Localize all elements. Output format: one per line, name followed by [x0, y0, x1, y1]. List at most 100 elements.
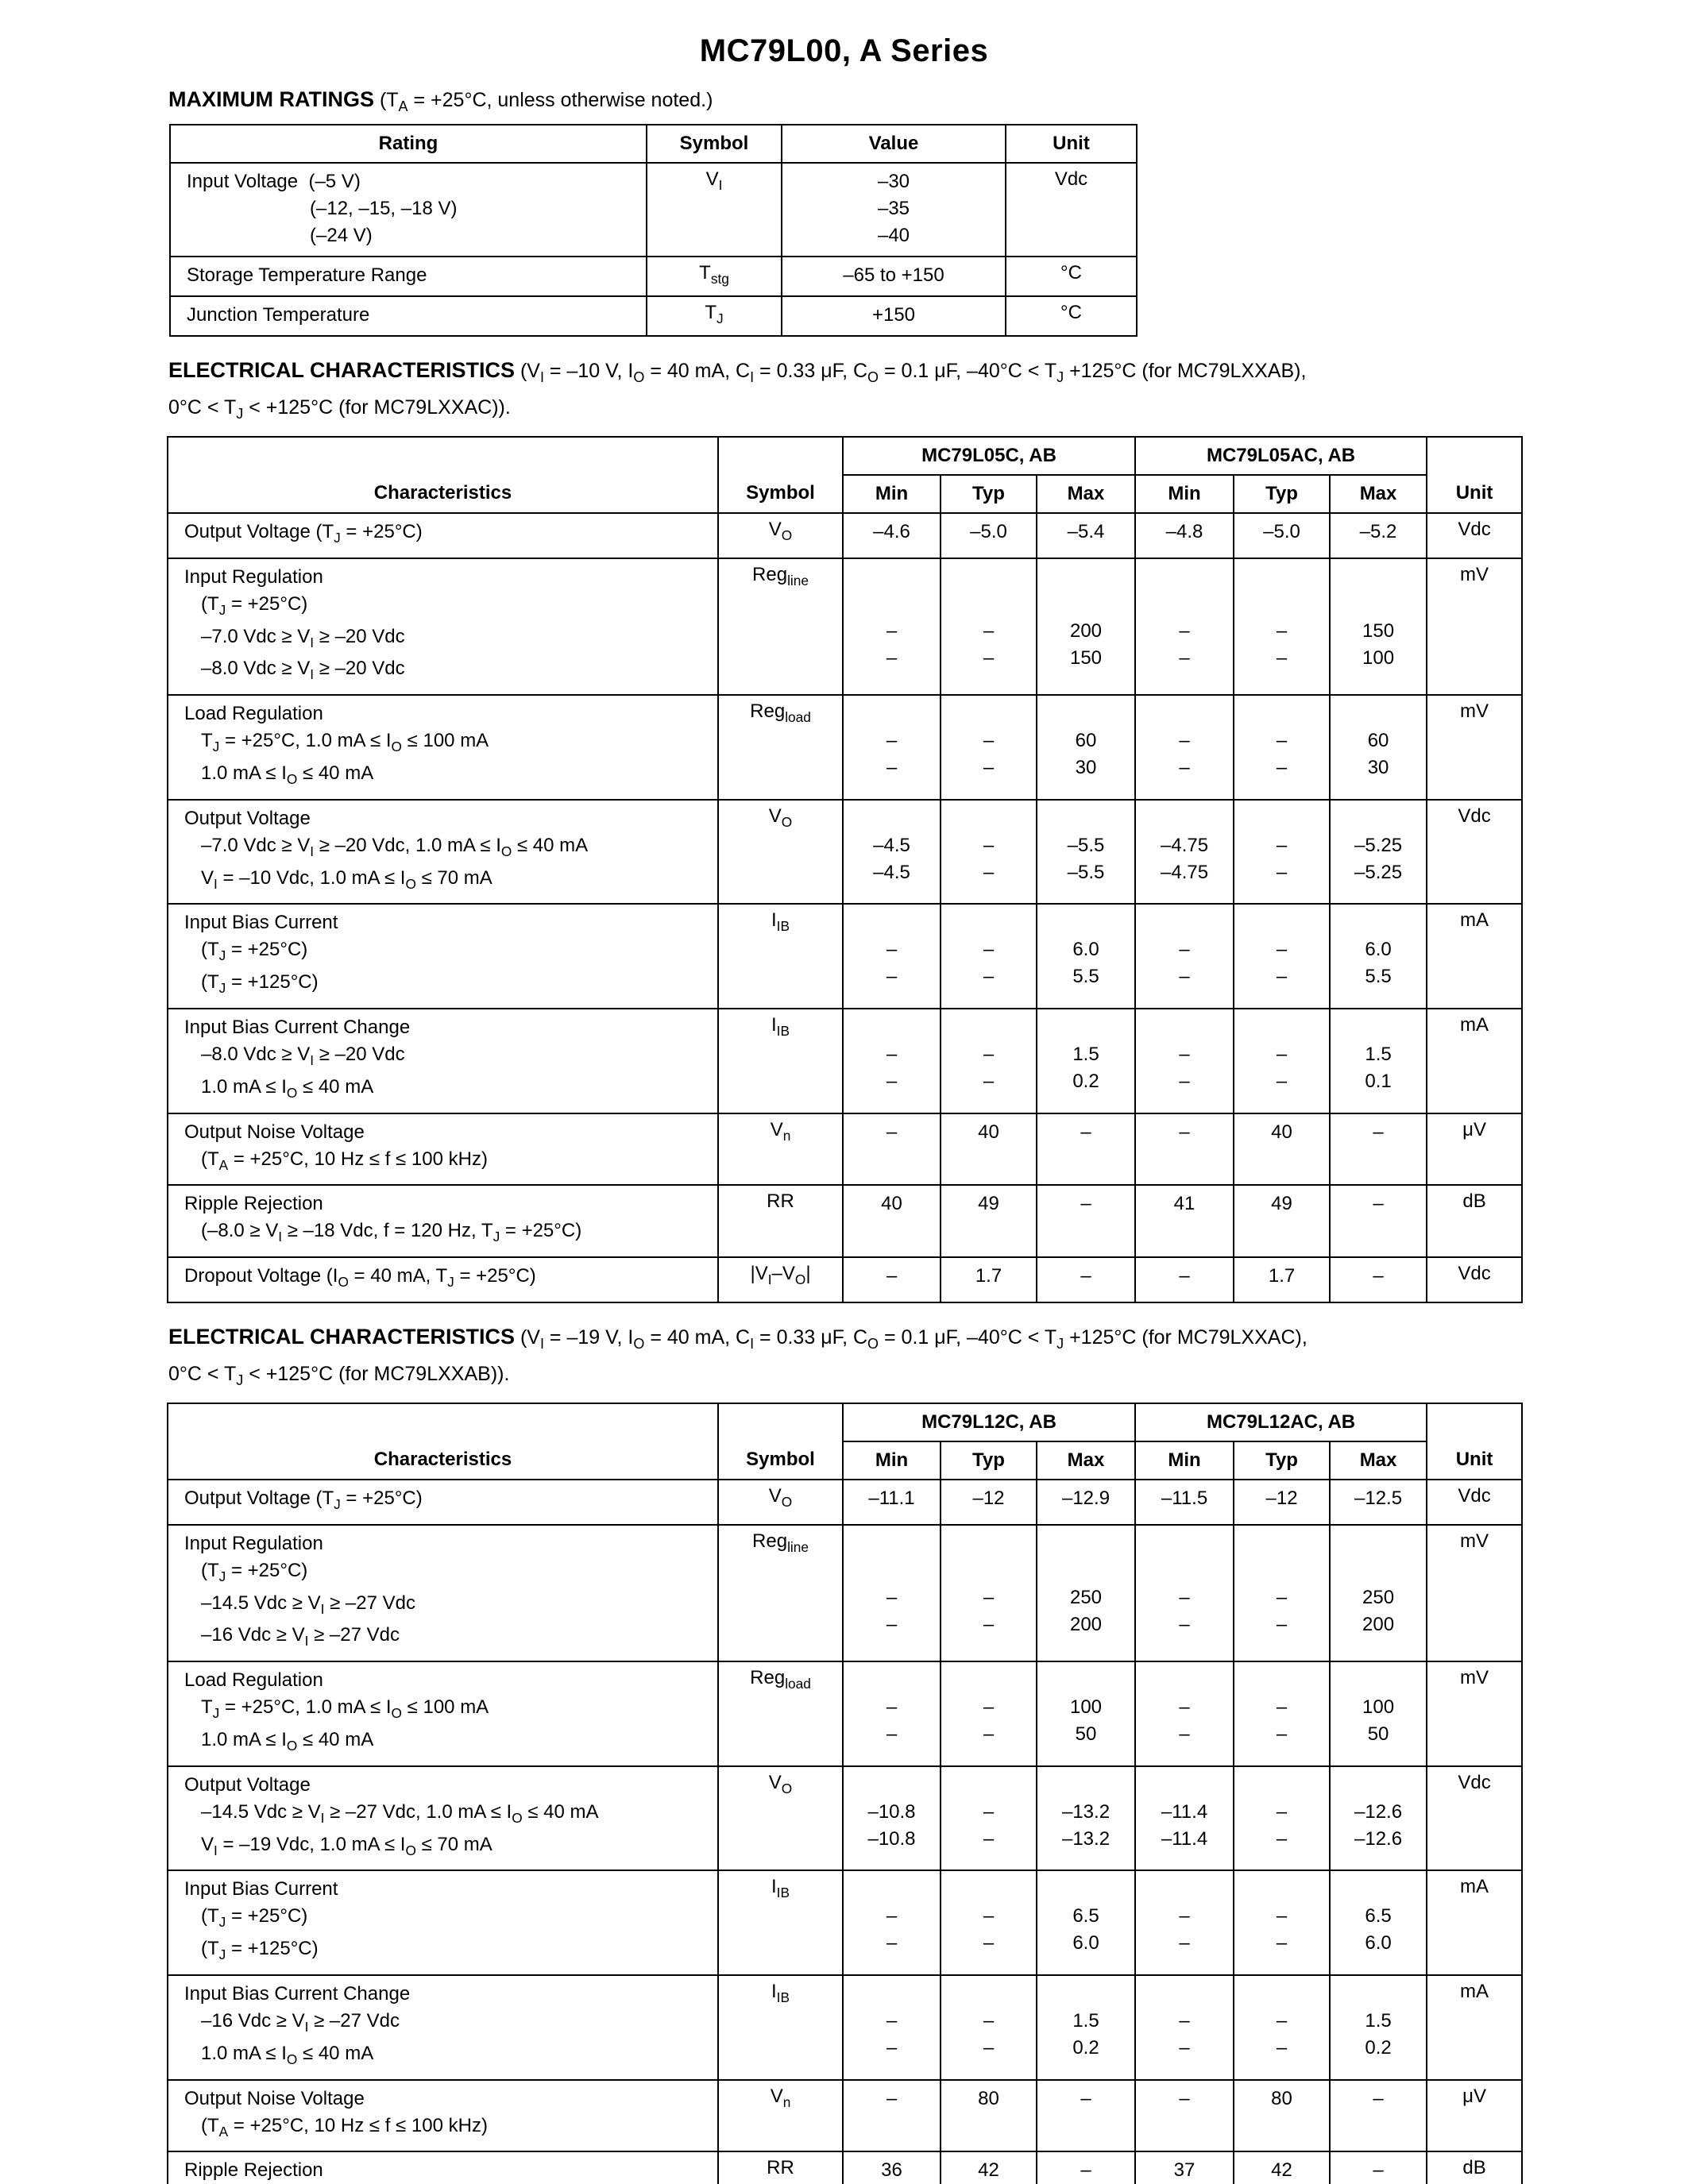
- value-line: 0.2: [1365, 2036, 1392, 2059]
- col-header-min: Min: [1134, 474, 1235, 514]
- value-line: –: [983, 619, 995, 642]
- value-line: –: [1179, 730, 1190, 752]
- unit-cell: mV: [1426, 557, 1524, 696]
- value-line: –: [886, 1070, 898, 1092]
- value-cell: –12: [940, 1478, 1037, 1526]
- value-line: 100: [1362, 1696, 1395, 1719]
- value-line: 30: [1367, 757, 1389, 779]
- value-line: –: [983, 2009, 995, 2032]
- value-line: [850, 1014, 933, 1041]
- characteristic-line: –16 Vdc ≥ VI ≥ –27 Vdc: [201, 2009, 400, 2035]
- rating-line: Junction Temperature: [187, 304, 370, 326]
- value-cell: –: [842, 1112, 941, 1187]
- page-title: MC79L00, A Series: [699, 33, 989, 68]
- unit-cell: Vdc: [1426, 1765, 1524, 1872]
- characteristic-line: 1.0 mA ≤ IO ≤ 40 mA: [201, 762, 374, 787]
- value-cell: – –: [1233, 1523, 1331, 1663]
- value-line: –: [1276, 1827, 1288, 1850]
- value-cell: 49: [940, 1184, 1037, 1259]
- value-line: [1241, 1772, 1323, 1799]
- rating-cell: Storage Temperature Range: [169, 256, 647, 297]
- value-line: 0.2: [1072, 2036, 1099, 2059]
- ec2-heading-label: ELECTRICAL CHARACTERISTICS: [168, 1324, 516, 1349]
- value-line: –: [983, 1070, 995, 1092]
- value-line: –40: [877, 225, 910, 246]
- value-cell: 42: [1233, 2151, 1331, 2184]
- value-line: –: [1276, 1586, 1288, 1608]
- value-line: 42: [978, 2159, 999, 2182]
- symbol-cell: VO: [717, 512, 844, 559]
- value-line: [1337, 909, 1420, 936]
- value-cell: – –: [1134, 1523, 1235, 1663]
- characteristic-cell: Input Regulation (TJ = +25°C) –7.0 Vdc ≥ V…: [167, 557, 719, 696]
- characteristic-cell: Output Voltage (TJ = +25°C): [167, 1478, 719, 1526]
- value-line: [948, 1014, 1029, 1041]
- value-line: –: [1179, 1586, 1190, 1608]
- value-cell: 6.0 5.5: [1329, 903, 1428, 1009]
- ec1-header-row-minmax: Min Typ Max Min Typ Max: [168, 474, 1522, 514]
- characteristic-line: (TA = +25°C, 10 Hz ≤ f ≤ 100 kHz): [201, 2114, 488, 2140]
- value-line: [1142, 1146, 1226, 1173]
- value-line: [1142, 2113, 1226, 2140]
- value-line: –: [1276, 1043, 1288, 1065]
- value-line: –: [1179, 2087, 1190, 2109]
- value-cell: 250 200: [1329, 1523, 1428, 1663]
- value-line: –: [983, 939, 995, 961]
- characteristic-cell: Input Bias Current Change –16 Vdc ≥ VI ≥ …: [167, 1974, 719, 2081]
- symbol-cell: Regline: [717, 557, 844, 696]
- col-header-characteristics: Characteristics: [167, 436, 719, 514]
- value-cell: – –: [1134, 694, 1235, 801]
- value-cell: – –: [940, 798, 1037, 905]
- max-ratings-table-body: Input Voltage (–5 V) (–12, –15, –18 V) (–2…: [169, 162, 1138, 337]
- value-line: [1044, 564, 1128, 591]
- value-line: –: [1373, 2159, 1384, 2182]
- value-line: 49: [978, 1193, 999, 1215]
- rating-line: Storage Temperature Range: [187, 264, 427, 286]
- value-line: [1337, 1530, 1420, 1557]
- rating-row: Input Voltage (–5 V) (–12, –15, –18 V) (–2…: [169, 162, 1138, 257]
- value-line: [1044, 1667, 1128, 1694]
- col-header-typ: Typ: [940, 474, 1037, 514]
- value-line: [1044, 1981, 1128, 2008]
- value-line: 60: [1367, 730, 1389, 752]
- spec-row: Output Voltage (TJ = +25°C) VO –11.1 –12 –12…: [167, 1478, 1524, 1526]
- value-cell: – –: [1233, 903, 1331, 1009]
- col-header-typ: Typ: [1233, 474, 1331, 514]
- max-ratings-table: Rating Symbol Value Unit Input Voltage (…: [169, 124, 1138, 337]
- value-line: –: [1276, 1905, 1288, 1927]
- value-cell: 80: [940, 2078, 1037, 2153]
- value-line: –: [983, 1613, 995, 1635]
- value-line: –: [886, 2036, 898, 2059]
- value-cell: –: [1035, 2078, 1137, 2153]
- value-line: –: [1276, 619, 1288, 642]
- value-line: 6.5: [1365, 1905, 1392, 1927]
- value-line: 0.2: [1072, 1070, 1099, 1092]
- ec2-header-row-minmax: Min Typ Max Min Typ Max: [168, 1440, 1522, 1480]
- value-line: [948, 1667, 1029, 1694]
- value-cell: –12.6 –12.6: [1329, 1765, 1428, 1872]
- value-line: 200: [1069, 1613, 1103, 1635]
- value-line: [1142, 564, 1226, 591]
- value-line: –12.5: [1354, 1487, 1403, 1509]
- value-cell: 100 50: [1035, 1661, 1137, 1767]
- value-line: –: [983, 646, 995, 669]
- value-line: –: [983, 1723, 995, 1746]
- value-line: [1044, 1014, 1128, 1041]
- value-line: 50: [1367, 1723, 1389, 1746]
- value-cell: –30 –35 –40: [781, 162, 1006, 257]
- ec2-heading: ELECTRICAL CHARACTERISTICS (VI = –19 V, …: [168, 1324, 1521, 1356]
- col-header-max: Max: [1035, 474, 1137, 514]
- characteristic-line: Input Bias Current: [184, 912, 338, 934]
- spec-row: Input Regulation (TJ = +25°C) –7.0 Vdc ≥ V…: [167, 557, 1524, 696]
- ec2-table-body: Output Voltage (TJ = +25°C) VO –11.1 –12 –12…: [167, 1478, 1524, 2184]
- symbol-cell: VO: [717, 798, 844, 905]
- unit-cell: μV: [1426, 2078, 1524, 2153]
- col-header-unit: Unit: [1426, 1402, 1524, 1480]
- value-cell: 100 50: [1329, 1661, 1428, 1767]
- value-cell: – –: [940, 694, 1037, 801]
- value-line: 6.5: [1072, 1905, 1099, 1927]
- value-cell: – –: [1134, 1007, 1235, 1114]
- characteristic-line: (TA = +25°C, 10 Hz ≤ f ≤ 100 kHz): [201, 1148, 488, 1173]
- unit-cell: dB: [1426, 2151, 1524, 2184]
- ec1-header-row-groups: Characteristics Symbol MC79L05C, AB MC79…: [167, 436, 1524, 514]
